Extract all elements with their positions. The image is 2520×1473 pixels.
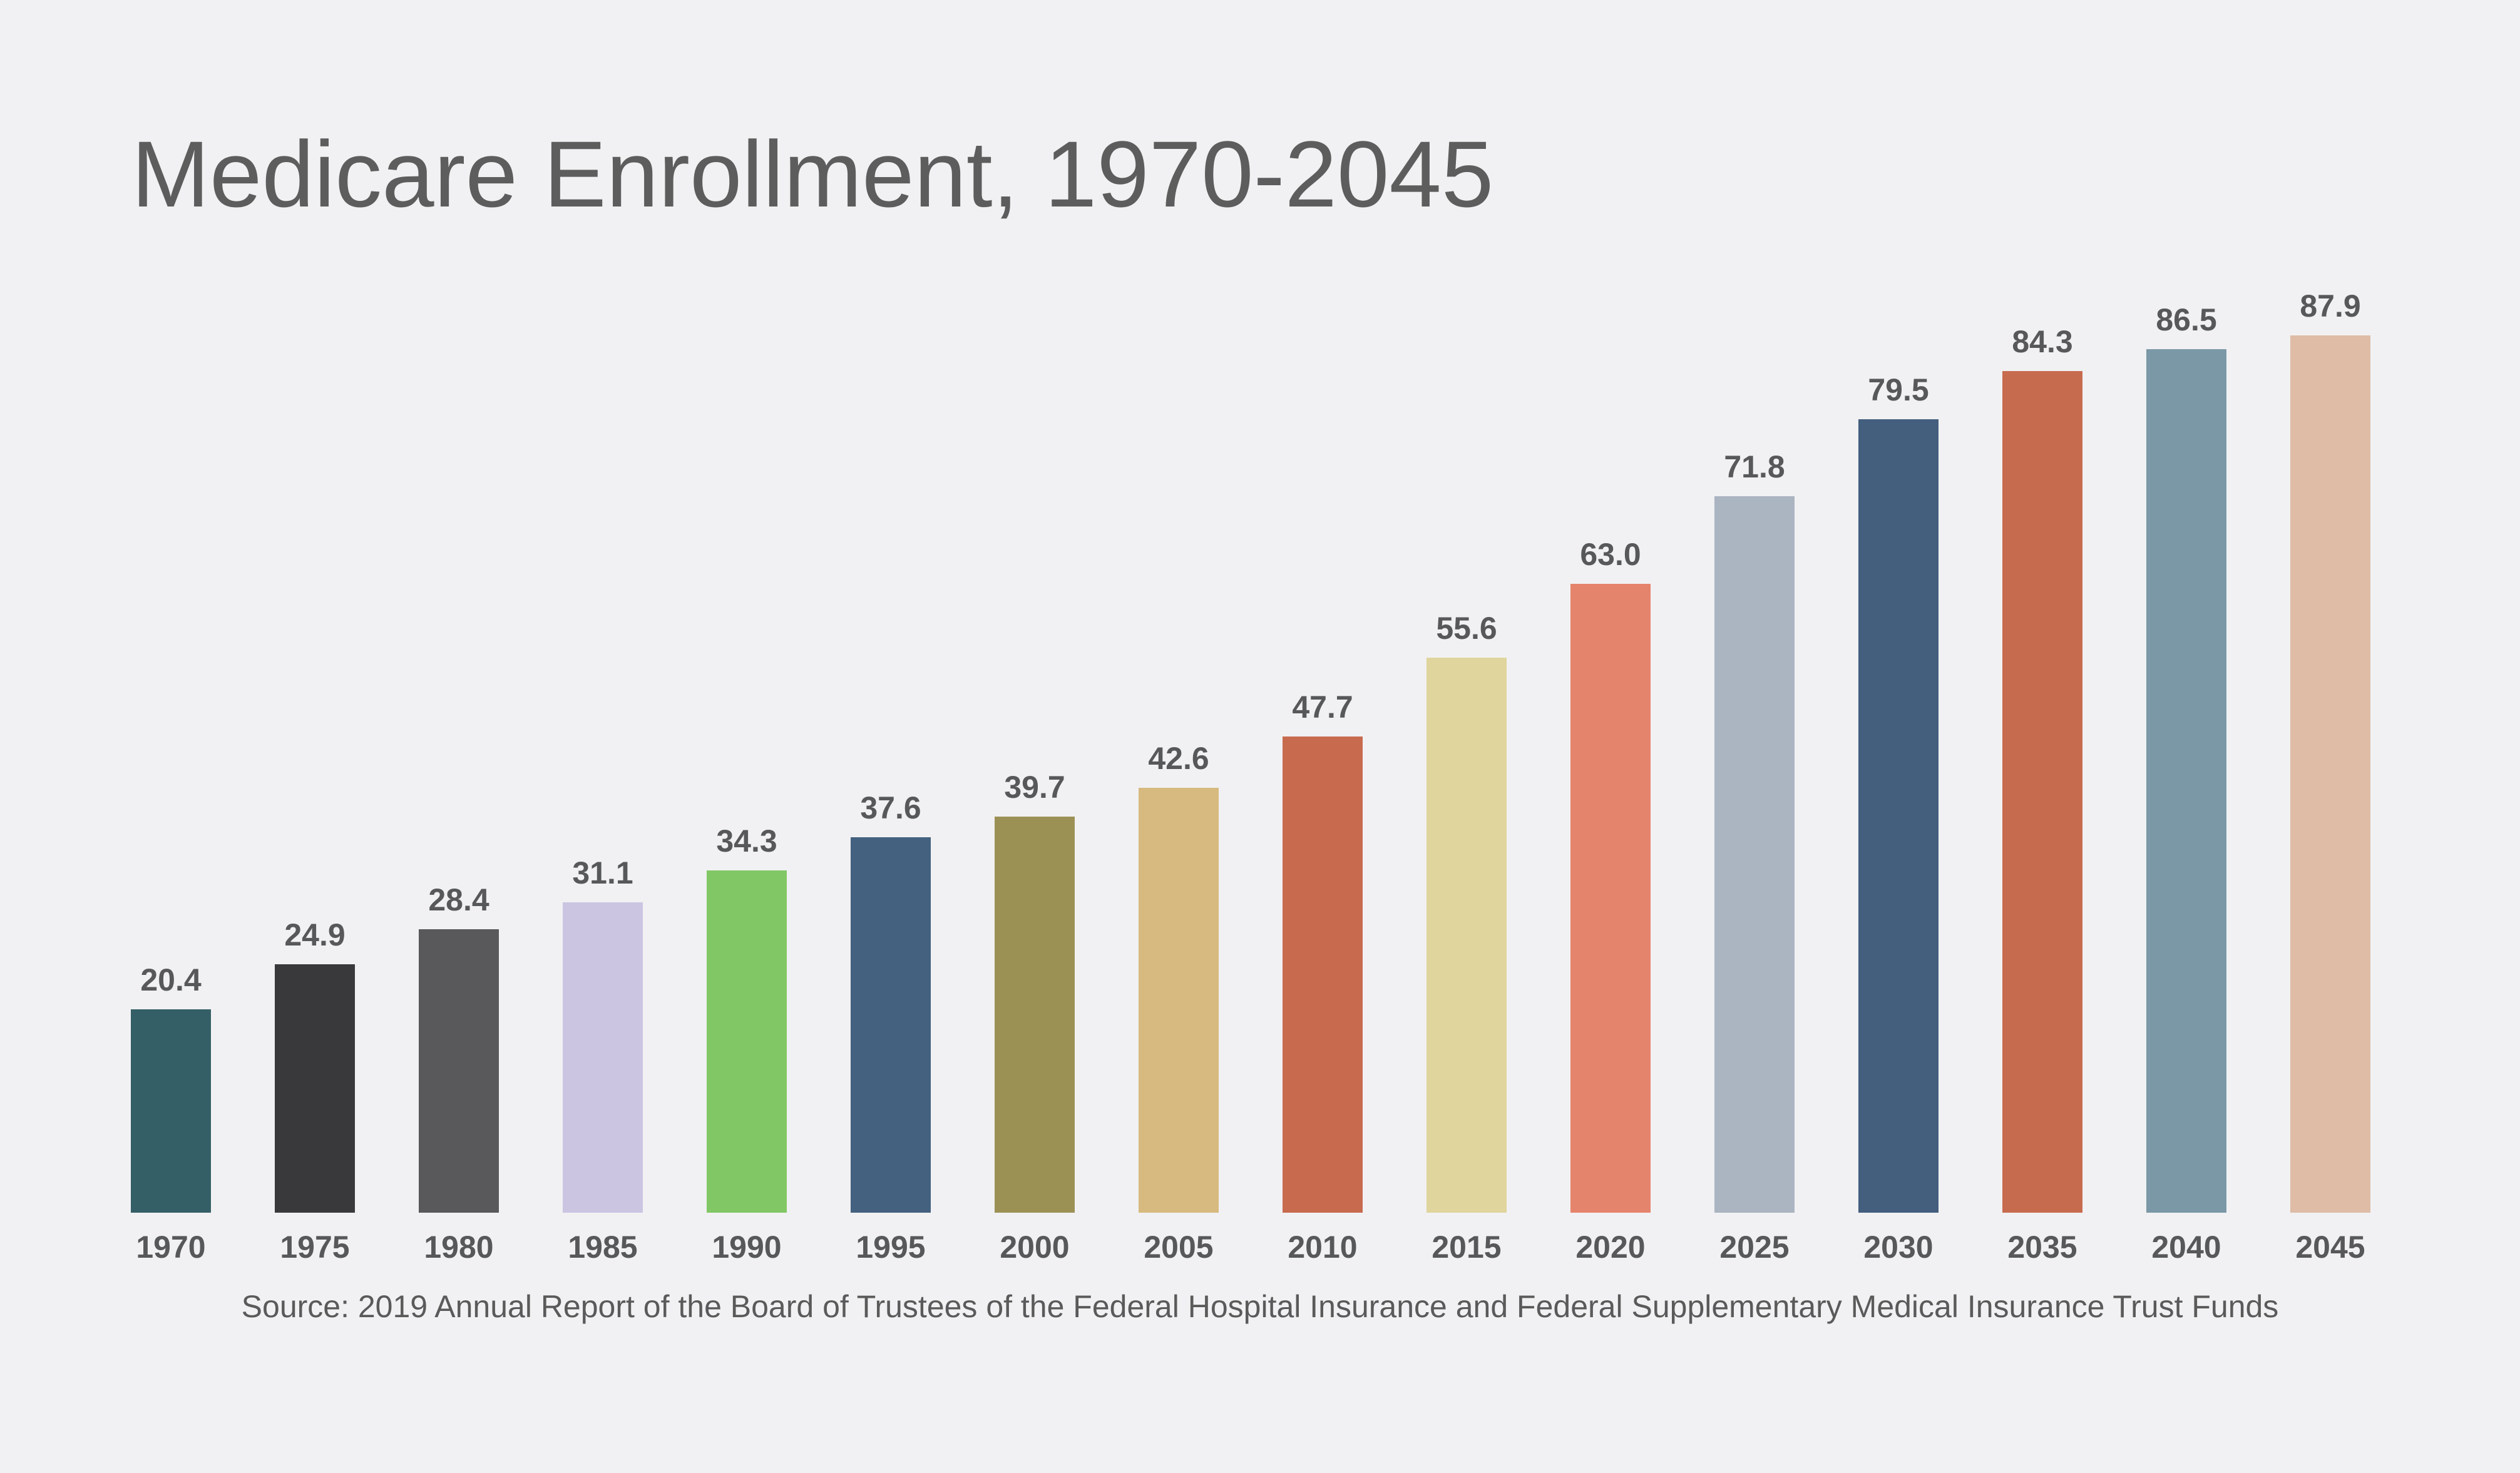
bar bbox=[995, 817, 1075, 1213]
bar-value-label: 55.6 bbox=[1436, 611, 1497, 646]
bar bbox=[2146, 349, 2226, 1213]
bar-value-label: 79.5 bbox=[1868, 372, 1929, 407]
bar bbox=[275, 964, 355, 1213]
bar bbox=[1283, 737, 1363, 1213]
bar-column: 37.6 1995 bbox=[819, 213, 963, 1283]
bar-value-label: 63.0 bbox=[1580, 537, 1641, 572]
x-tick-label: 1985 bbox=[568, 1230, 638, 1265]
bar-value-label: 47.7 bbox=[1292, 690, 1353, 725]
bar-value-label: 42.6 bbox=[1148, 741, 1209, 776]
bar bbox=[1858, 419, 1939, 1213]
bar-column: 34.3 1990 bbox=[675, 213, 819, 1283]
bar-column: 71.8 2025 bbox=[1683, 213, 1826, 1283]
bar-value-label: 84.3 bbox=[2012, 324, 2073, 359]
x-tick-label: 2000 bbox=[1000, 1230, 1070, 1265]
bar-column: 31.1 1985 bbox=[531, 213, 675, 1283]
bar-column: 79.5 2030 bbox=[1826, 213, 1970, 1283]
x-tick-label: 1980 bbox=[424, 1230, 494, 1265]
bar-value-label: 34.3 bbox=[716, 823, 777, 859]
x-tick-label: 2015 bbox=[1432, 1230, 1502, 1265]
bar-value-label: 37.6 bbox=[860, 790, 921, 825]
bar bbox=[1714, 496, 1795, 1213]
chart-title: Medicare Enrollment, 1970-2045 bbox=[131, 121, 1494, 227]
bar-column: 55.6 2015 bbox=[1395, 213, 1539, 1283]
source-caption: Source: 2019 Annual Report of the Board … bbox=[241, 1289, 2279, 1324]
bar-value-label: 28.4 bbox=[428, 882, 489, 917]
bar-column: 24.9 1975 bbox=[243, 213, 387, 1283]
bar-column: 28.4 1980 bbox=[387, 213, 531, 1283]
x-tick-label: 1970 bbox=[136, 1230, 206, 1265]
bar-value-label: 71.8 bbox=[1724, 449, 1785, 484]
bar bbox=[1426, 658, 1507, 1213]
bar bbox=[1139, 788, 1219, 1213]
bar-column: 39.7 2000 bbox=[963, 213, 1107, 1283]
bar bbox=[131, 1009, 211, 1213]
bar bbox=[563, 902, 643, 1213]
bar-value-label: 86.5 bbox=[2156, 302, 2217, 337]
x-tick-label: 1990 bbox=[712, 1230, 782, 1265]
x-tick-label: 2035 bbox=[2007, 1230, 2077, 1265]
bar-value-label: 24.9 bbox=[284, 917, 346, 952]
x-tick-label: 2045 bbox=[2295, 1230, 2365, 1265]
bar-column: 20.4 1970 bbox=[99, 213, 243, 1283]
bar-column: 47.7 2010 bbox=[1251, 213, 1395, 1283]
bar-column: 63.0 2020 bbox=[1539, 213, 1683, 1283]
bar bbox=[2002, 371, 2082, 1213]
bar-value-label: 20.4 bbox=[140, 962, 202, 997]
x-tick-label: 2020 bbox=[1575, 1230, 1646, 1265]
bar-column: 42.6 2005 bbox=[1107, 213, 1251, 1283]
bar-column: 87.9 2045 bbox=[2258, 213, 2402, 1283]
x-tick-label: 2005 bbox=[1144, 1230, 1214, 1265]
x-tick-label: 1975 bbox=[280, 1230, 350, 1265]
bar-value-label: 31.1 bbox=[572, 855, 633, 890]
bar-column: 86.5 2040 bbox=[2114, 213, 2258, 1283]
bar bbox=[707, 870, 787, 1213]
bar bbox=[851, 837, 931, 1213]
x-tick-label: 2030 bbox=[1863, 1230, 1934, 1265]
x-tick-label: 2040 bbox=[2151, 1230, 2221, 1265]
bar-value-label: 87.9 bbox=[2300, 288, 2361, 324]
bar-value-label: 39.7 bbox=[1004, 770, 1065, 805]
bar-column: 84.3 2035 bbox=[1970, 213, 2114, 1283]
bar bbox=[2290, 335, 2370, 1213]
x-tick-label: 1995 bbox=[856, 1230, 926, 1265]
x-tick-label: 2025 bbox=[1719, 1230, 1790, 1265]
bar bbox=[419, 929, 499, 1213]
plot-area: 20.4 1970 24.9 1975 28.4 1980 31.1 1985 34.3 1990… bbox=[99, 213, 2402, 1283]
bar bbox=[1570, 584, 1651, 1213]
x-tick-label: 2010 bbox=[1288, 1230, 1358, 1265]
